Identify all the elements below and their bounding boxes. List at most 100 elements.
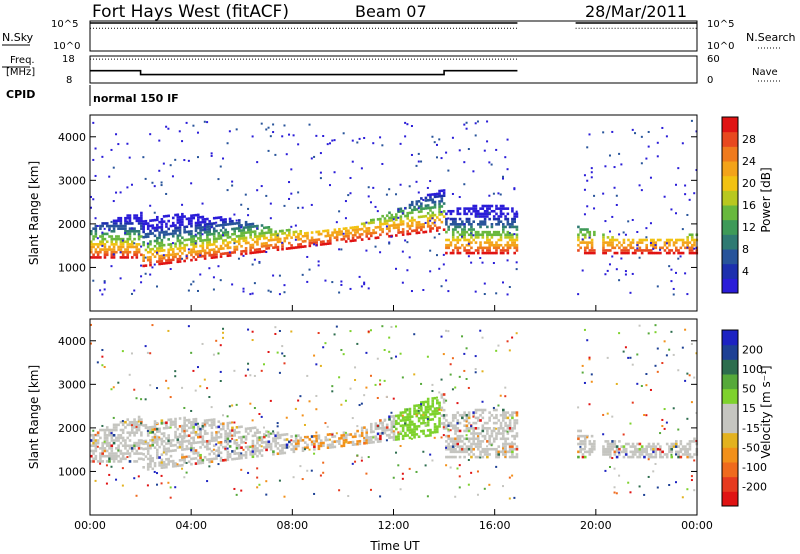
power-colorbar-swatch — [722, 278, 738, 294]
velocity-cell — [677, 428, 680, 431]
power-cell — [242, 236, 246, 240]
velocity-cell — [613, 445, 617, 448]
velocity-cell — [445, 464, 448, 467]
power-cell — [190, 182, 193, 185]
power-cell — [142, 256, 145, 260]
power-cell — [388, 219, 391, 222]
velocity-cell — [624, 450, 628, 454]
power-cell — [244, 220, 248, 224]
power-cell — [140, 281, 143, 284]
velocity-cell — [181, 443, 184, 446]
power-cell — [292, 246, 296, 250]
power-cell — [126, 240, 130, 244]
velocity-cell — [190, 409, 193, 412]
velocity-cell — [171, 462, 175, 466]
power-cell — [110, 240, 114, 244]
velocity-cell — [237, 457, 241, 460]
power-cell — [149, 219, 152, 222]
power-cell — [338, 233, 341, 236]
velocity-cell — [137, 420, 140, 423]
velocity-cell — [301, 478, 304, 481]
velocity-cell — [105, 433, 109, 437]
power-cell — [208, 233, 211, 236]
velocity-cell — [638, 453, 642, 456]
velocity-cell — [442, 408, 446, 412]
power-cell — [160, 225, 164, 229]
velocity-cell — [663, 427, 666, 430]
velocity-cell — [422, 419, 425, 422]
velocity-cell — [267, 350, 270, 353]
velocity-cell — [476, 445, 480, 448]
power-cell — [176, 213, 180, 217]
velocity-cell — [410, 428, 414, 431]
velocity-cell — [659, 455, 662, 459]
power-cell — [661, 246, 664, 250]
power-cell — [508, 226, 511, 229]
velocity-cell — [608, 453, 612, 456]
power-cell — [602, 192, 605, 195]
velocity-colorbar-swatch — [722, 359, 738, 375]
velocity-cell — [508, 424, 512, 428]
power-cell — [219, 165, 222, 168]
velocity-colorbar-tick: -15 — [742, 422, 760, 435]
power-cell — [171, 216, 175, 220]
velocity-cell — [174, 433, 177, 437]
power-colorbar-tick: 4 — [742, 265, 749, 278]
velocity-cell — [602, 413, 605, 416]
power-cell — [294, 230, 298, 234]
power-cell — [228, 130, 231, 133]
velocity-cell — [94, 439, 98, 442]
velocity-cell — [174, 486, 177, 489]
velocity-cell — [338, 442, 341, 446]
power-cell — [208, 267, 211, 270]
velocity-cell — [133, 418, 136, 421]
velocity-cell — [103, 439, 107, 442]
velocity-cell — [222, 327, 225, 330]
power-cell — [495, 223, 498, 226]
power-cell — [96, 256, 100, 259]
velocity-cell — [310, 469, 313, 472]
power-cell — [117, 227, 120, 230]
power-cell — [463, 207, 466, 210]
freq-line — [90, 69, 518, 76]
velocity-cell — [183, 447, 186, 451]
velocity-cell — [167, 460, 170, 463]
power-cell — [278, 274, 281, 277]
power-cell — [110, 148, 113, 151]
velocity-cell — [206, 480, 209, 483]
power-colorbar-tick: 8 — [742, 243, 749, 256]
power-cell — [317, 238, 321, 241]
power-cell — [101, 248, 104, 251]
power-cell — [203, 120, 206, 123]
velocity-cell — [222, 445, 225, 449]
power-cell — [470, 261, 473, 264]
power-cell — [406, 217, 409, 220]
power-cell — [615, 251, 619, 255]
power-cell — [490, 251, 494, 255]
velocity-cell — [410, 433, 414, 437]
power-cell — [167, 243, 170, 246]
velocity-cell — [258, 444, 262, 447]
power-ytick-label: 2000 — [58, 218, 86, 231]
power-cell — [447, 238, 450, 242]
velocity-cell — [397, 414, 400, 417]
power-cell — [178, 228, 182, 232]
velocity-cell — [449, 450, 453, 454]
power-cell — [495, 230, 498, 234]
velocity-cell — [479, 450, 482, 454]
power-cell — [415, 180, 418, 183]
power-cell — [160, 249, 164, 252]
power-cell — [272, 233, 275, 236]
power-cell — [201, 228, 205, 232]
velocity-colorbar-label: Velocity [m s⁻¹] — [759, 365, 773, 458]
power-cell — [577, 236, 580, 239]
velocity-cell — [169, 423, 173, 427]
velocity-cell — [269, 432, 272, 435]
power-cell — [495, 204, 498, 208]
velocity-cell — [297, 399, 300, 402]
velocity-cell — [395, 427, 398, 431]
velocity-cell — [281, 451, 284, 455]
power-cell — [645, 249, 649, 252]
power-cell — [476, 215, 479, 218]
power-cell — [511, 209, 514, 213]
